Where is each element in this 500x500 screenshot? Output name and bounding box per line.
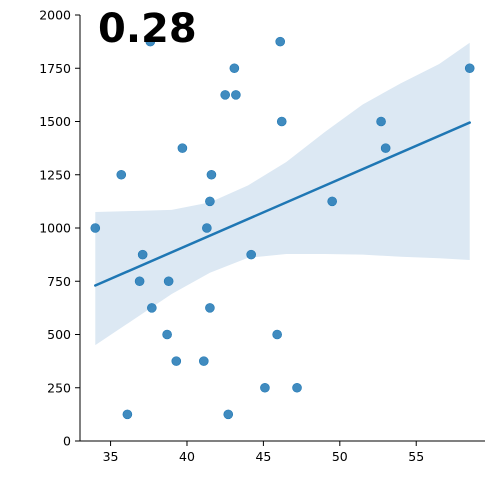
scatter-point (380, 143, 391, 153)
scatter-point (292, 382, 302, 393)
scatter-point (376, 116, 386, 127)
scatter-point (134, 276, 145, 287)
scatter-point (145, 36, 156, 47)
x-tick-label: 45 (255, 449, 271, 464)
y-tick-label: 750 (47, 274, 71, 289)
scatter-point (464, 63, 475, 74)
axes: 35 40 45 50 55 0 250 500 750 1000 1250 1500 1750 2000 (39, 8, 485, 464)
confidence-band (95, 42, 470, 346)
x-tick-label: 40 (179, 449, 195, 464)
x-tick-label: 35 (103, 449, 119, 464)
scatter-point (205, 196, 215, 207)
x-tick-label: 55 (408, 449, 424, 464)
y-tick-label: 500 (47, 327, 71, 342)
scatter-point (246, 249, 256, 260)
scatter-point (90, 223, 101, 233)
scatter-point (260, 382, 270, 393)
y-tick-label: 2000 (39, 8, 71, 23)
scatter-point (202, 223, 212, 233)
y-tick-label: 1750 (39, 61, 71, 76)
scatter-point (275, 36, 286, 47)
scatter-point (177, 143, 188, 153)
scatter-point (147, 303, 157, 313)
y-tick-label: 1000 (39, 221, 71, 236)
scatter-point (327, 196, 337, 207)
scatter-point (272, 329, 282, 340)
x-tick-label: 50 (332, 449, 348, 464)
scatter-point (122, 409, 133, 420)
y-tick-label: 0 (63, 434, 71, 449)
scatter-point (116, 169, 127, 180)
scatter-point (220, 90, 230, 100)
scatter-point (198, 356, 209, 366)
scatter-point (229, 63, 240, 74)
scatter-point (137, 249, 148, 260)
correlation-annotation: 0.28 (98, 6, 197, 52)
y-tick-label: 250 (47, 380, 71, 395)
scatter-point (231, 90, 241, 100)
scatter-point (223, 409, 234, 420)
scatter-point (205, 303, 215, 313)
scatter-points-layer (90, 36, 475, 420)
scatter-point (276, 116, 287, 127)
regression-line-layer (94, 121, 471, 287)
confidence-band-layer (95, 42, 470, 346)
scatter-point (162, 329, 172, 340)
y-tick-label: 1250 (39, 167, 71, 182)
scatter-point (171, 356, 182, 366)
scatter-point (163, 276, 174, 287)
scatter-point (206, 169, 217, 180)
y-tick-label: 1500 (39, 114, 71, 129)
regression-line (94, 121, 471, 287)
